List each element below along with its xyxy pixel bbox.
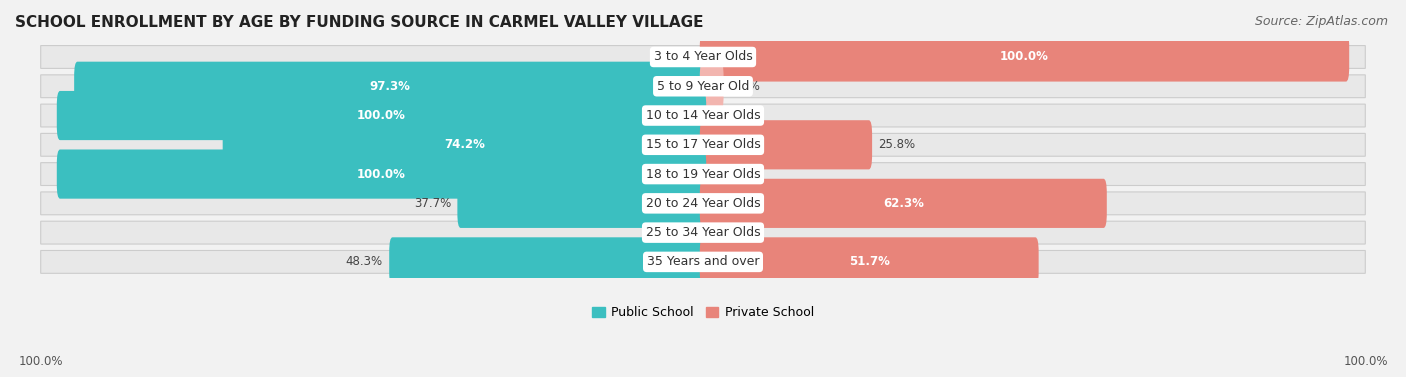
Text: 100.0%: 100.0% — [357, 168, 406, 181]
Text: 5 to 9 Year Old: 5 to 9 Year Old — [657, 80, 749, 93]
Text: 35 Years and over: 35 Years and over — [647, 255, 759, 268]
Text: 100.0%: 100.0% — [1000, 51, 1049, 63]
Text: 18 to 19 Year Olds: 18 to 19 Year Olds — [645, 168, 761, 181]
Text: 0.0%: 0.0% — [718, 109, 749, 122]
FancyBboxPatch shape — [41, 133, 1365, 156]
Text: 48.3%: 48.3% — [346, 255, 382, 268]
FancyBboxPatch shape — [700, 179, 1107, 228]
Text: 74.2%: 74.2% — [444, 138, 485, 151]
FancyBboxPatch shape — [41, 162, 1365, 185]
FancyBboxPatch shape — [700, 237, 1039, 287]
FancyBboxPatch shape — [700, 32, 1350, 81]
Text: 100.0%: 100.0% — [357, 109, 406, 122]
FancyBboxPatch shape — [41, 221, 1365, 244]
FancyBboxPatch shape — [41, 250, 1365, 273]
Text: 3 to 4 Year Olds: 3 to 4 Year Olds — [654, 51, 752, 63]
FancyBboxPatch shape — [222, 120, 706, 169]
FancyBboxPatch shape — [389, 237, 706, 287]
FancyBboxPatch shape — [41, 192, 1365, 215]
Text: SCHOOL ENROLLMENT BY AGE BY FUNDING SOURCE IN CARMEL VALLEY VILLAGE: SCHOOL ENROLLMENT BY AGE BY FUNDING SOUR… — [15, 15, 703, 30]
FancyBboxPatch shape — [41, 75, 1365, 98]
Text: 100.0%: 100.0% — [18, 356, 63, 368]
Text: 0.0%: 0.0% — [718, 168, 749, 181]
Text: 0.0%: 0.0% — [657, 226, 688, 239]
Text: 25 to 34 Year Olds: 25 to 34 Year Olds — [645, 226, 761, 239]
Text: 51.7%: 51.7% — [849, 255, 890, 268]
Text: 0.0%: 0.0% — [718, 226, 749, 239]
Legend: Public School, Private School: Public School, Private School — [588, 301, 818, 324]
FancyBboxPatch shape — [56, 91, 706, 140]
FancyBboxPatch shape — [700, 62, 724, 111]
Text: 100.0%: 100.0% — [1343, 356, 1388, 368]
Text: 37.7%: 37.7% — [413, 197, 451, 210]
Text: 62.3%: 62.3% — [883, 197, 924, 210]
Text: 25.8%: 25.8% — [879, 138, 915, 151]
FancyBboxPatch shape — [41, 104, 1365, 127]
Text: 10 to 14 Year Olds: 10 to 14 Year Olds — [645, 109, 761, 122]
FancyBboxPatch shape — [700, 120, 872, 169]
Text: 97.3%: 97.3% — [370, 80, 411, 93]
Text: 15 to 17 Year Olds: 15 to 17 Year Olds — [645, 138, 761, 151]
FancyBboxPatch shape — [56, 150, 706, 199]
FancyBboxPatch shape — [41, 46, 1365, 68]
Text: 0.0%: 0.0% — [657, 51, 688, 63]
Text: 2.7%: 2.7% — [730, 80, 759, 93]
Text: 20 to 24 Year Olds: 20 to 24 Year Olds — [645, 197, 761, 210]
FancyBboxPatch shape — [457, 179, 706, 228]
Text: Source: ZipAtlas.com: Source: ZipAtlas.com — [1254, 15, 1388, 28]
FancyBboxPatch shape — [75, 62, 706, 111]
